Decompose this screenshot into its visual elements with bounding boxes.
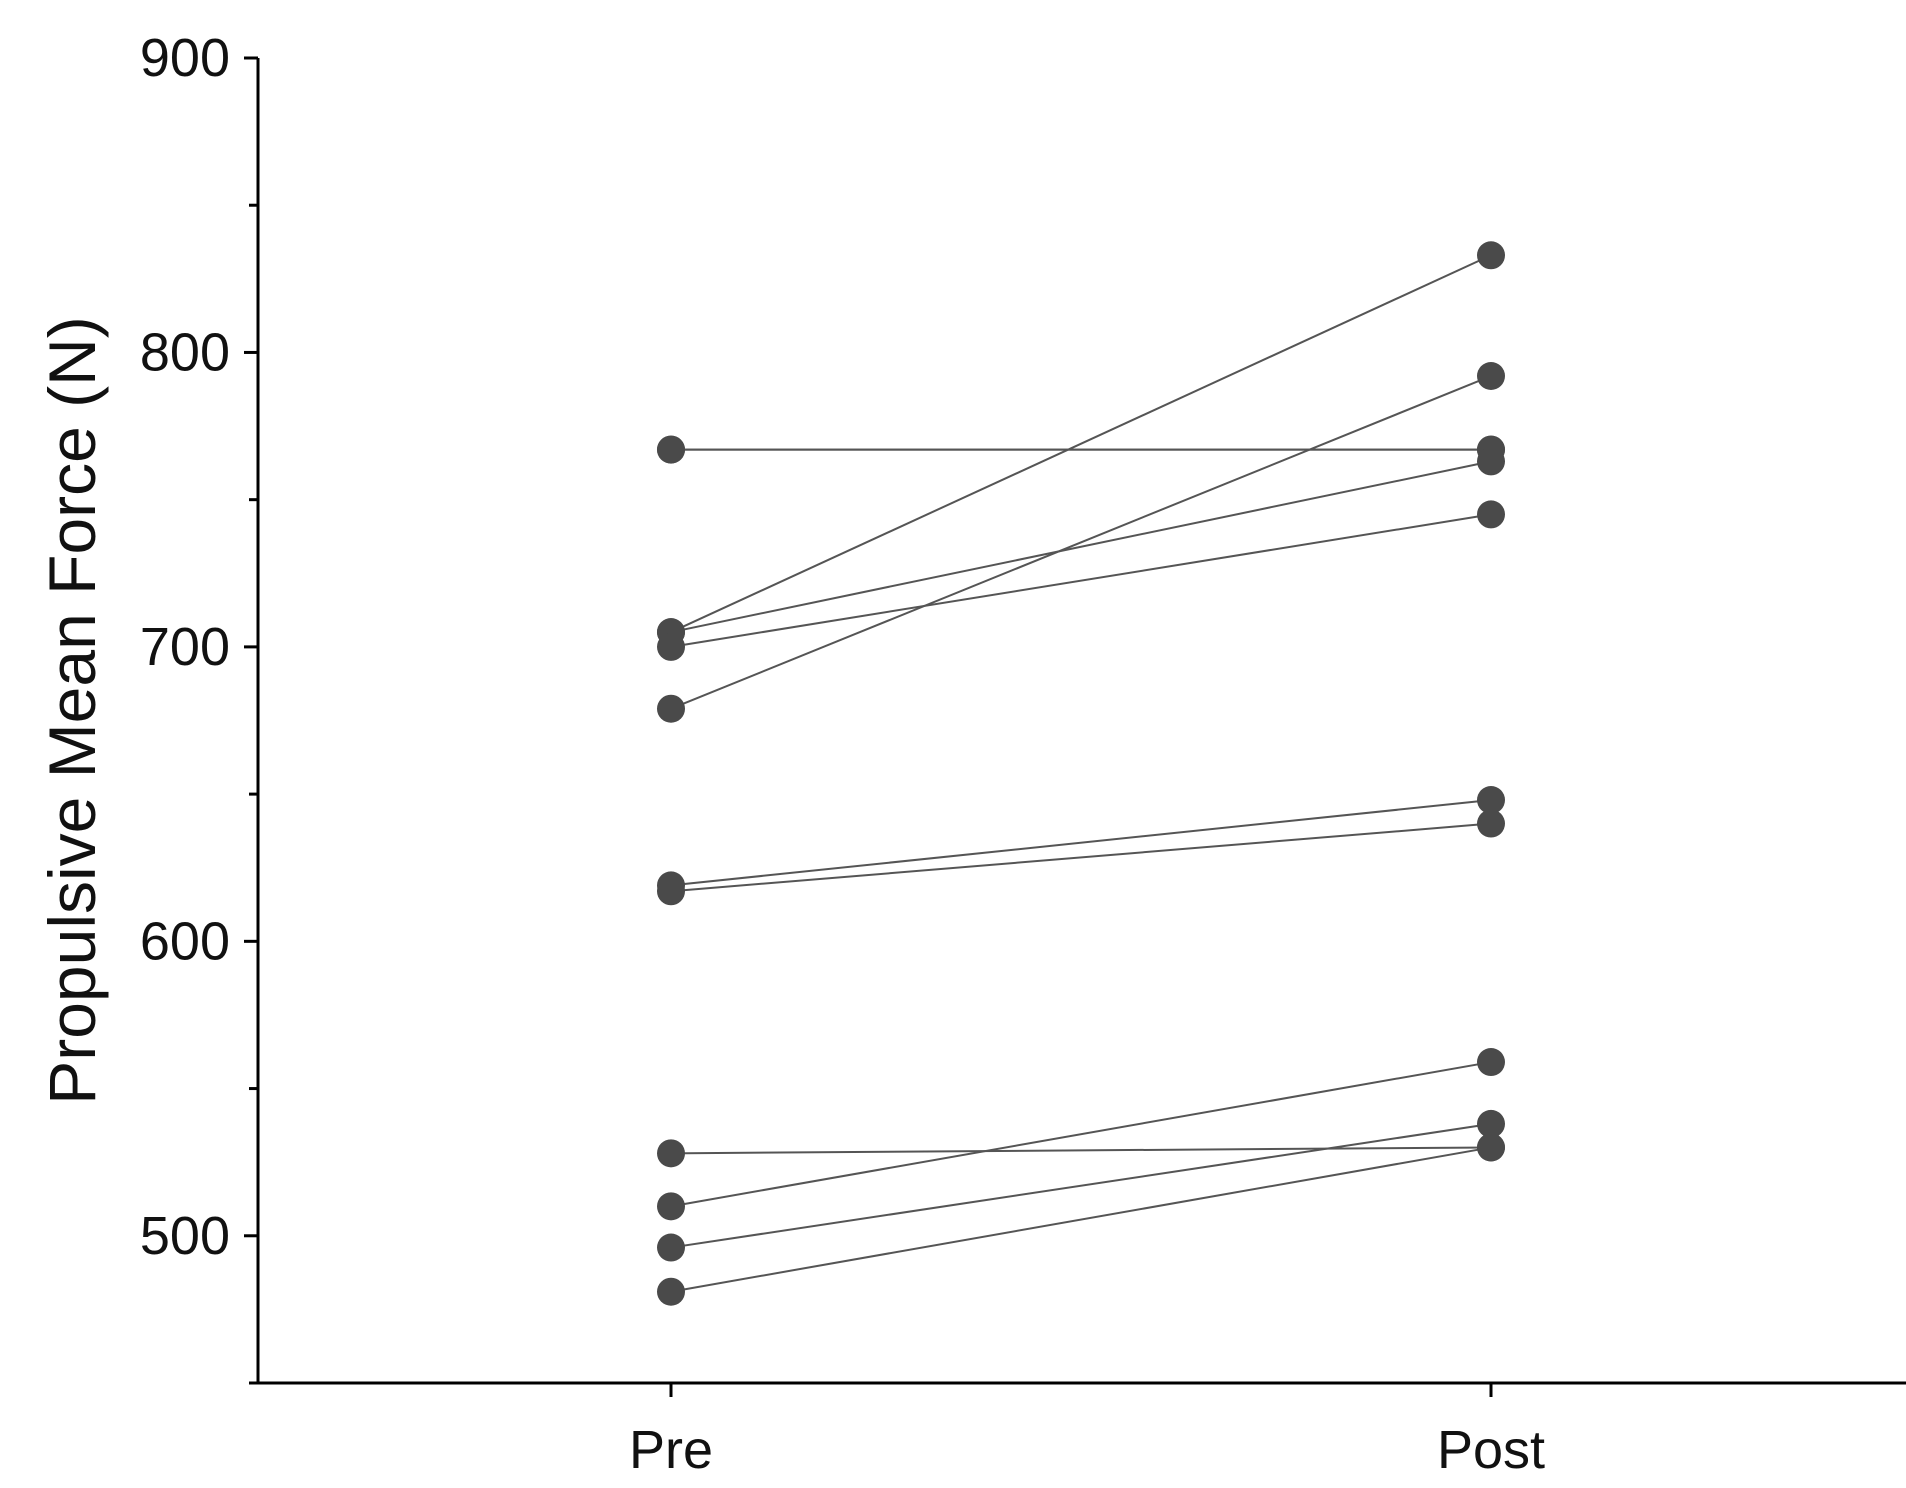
data-points	[657, 241, 1505, 1306]
data-point	[1477, 241, 1505, 270]
data-point	[1477, 500, 1505, 529]
data-point	[1477, 1048, 1505, 1077]
data-point	[657, 1192, 685, 1221]
data-point	[1477, 809, 1505, 838]
data-point	[1477, 447, 1505, 476]
tick-labels: 500 600 700 800 900 Pre Post	[140, 28, 1545, 1480]
data-point	[1477, 362, 1505, 390]
series-line	[670, 1122, 1492, 1249]
series-line	[670, 460, 1492, 634]
data-point	[1477, 1133, 1505, 1162]
series-line	[670, 799, 1492, 887]
data-point	[657, 877, 685, 906]
data-point	[1477, 1109, 1505, 1138]
data-point	[657, 1139, 685, 1168]
series-line	[670, 375, 1492, 710]
series-line	[670, 1146, 1492, 1293]
pair-lines	[670, 254, 1492, 1293]
y-tick-label: 600	[140, 911, 230, 971]
y-axis-title: Propulsive Mean Force (N)	[35, 316, 109, 1105]
y-tick-label: 900	[140, 28, 230, 88]
data-point	[657, 1233, 685, 1262]
data-point	[657, 694, 685, 723]
series-line	[670, 254, 1492, 634]
x-tick-label: Pre	[629, 1420, 713, 1480]
series-line	[670, 1061, 1492, 1208]
x-tick-label: Post	[1437, 1420, 1545, 1480]
data-point	[1477, 786, 1505, 814]
series-line	[670, 513, 1492, 648]
series-line	[670, 822, 1492, 893]
data-point	[657, 632, 685, 661]
y-tick-label: 700	[140, 617, 230, 677]
y-tick-label: 500	[140, 1206, 230, 1266]
data-point	[657, 435, 685, 464]
y-tick-label: 800	[140, 322, 230, 382]
data-point	[657, 1277, 685, 1306]
axes	[244, 56, 1906, 1397]
series-line	[670, 1146, 1492, 1155]
